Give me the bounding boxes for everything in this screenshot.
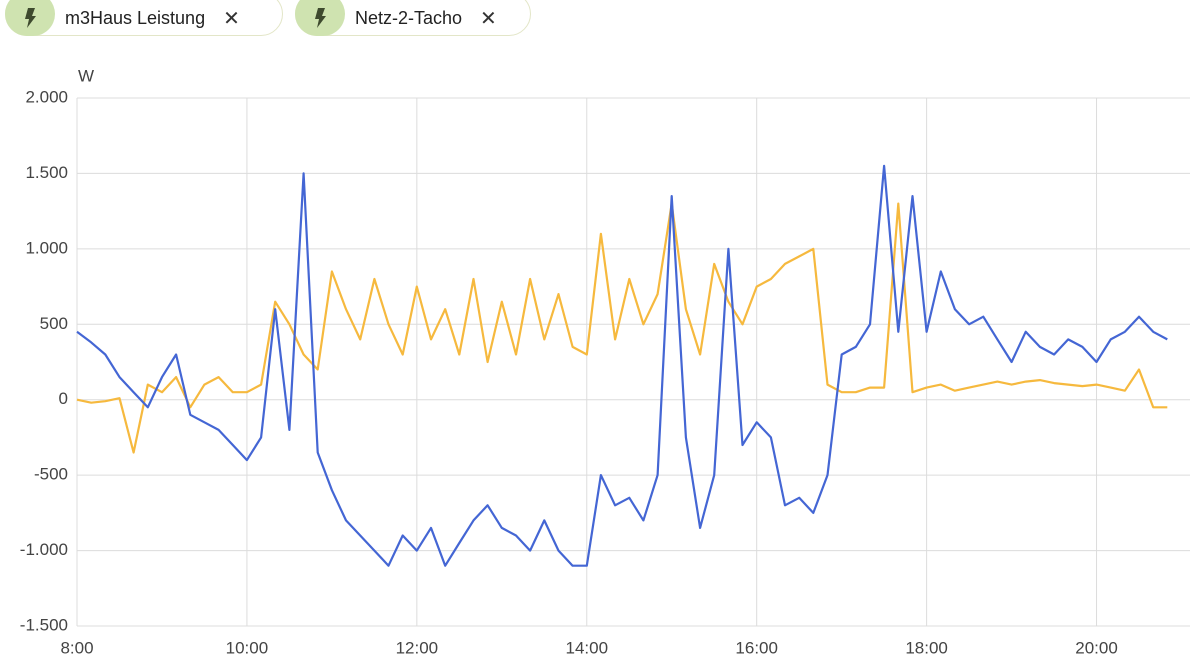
y-tick-label: 0	[59, 389, 68, 408]
x-tick-label: 18:00	[905, 638, 948, 657]
chip-icon	[5, 0, 55, 36]
chip-icon	[295, 0, 345, 36]
bolt-icon	[25, 8, 36, 28]
y-tick-label: -1.500	[20, 615, 68, 634]
chip-close[interactable]: ✕	[480, 7, 497, 30]
y-tick-label: 1.500	[25, 163, 68, 182]
series-line	[76, 164, 1168, 567]
x-tick-label: 14:00	[565, 638, 608, 657]
x-tick-label: 8:00	[60, 638, 93, 657]
chip-label: m3Haus Leistung	[65, 7, 206, 28]
y-tick-label: -1.000	[20, 540, 68, 559]
bolt-icon	[315, 8, 326, 28]
y-unit: W	[78, 66, 94, 85]
chip-label: Netz-2-Tacho	[355, 7, 463, 28]
series-line	[76, 202, 1168, 454]
entity-chip[interactable]: m3Haus Leistung ✕	[5, 0, 283, 36]
x-tick-label: 12:00	[396, 638, 439, 657]
y-tick-label: 500	[40, 314, 68, 333]
y-tick-label: 2.000	[25, 87, 68, 106]
y-tick-label: -500	[34, 465, 68, 484]
x-tick-label: 16:00	[735, 638, 778, 657]
x-tick-label: 20:00	[1075, 638, 1118, 657]
chip-close[interactable]: ✕	[223, 7, 240, 30]
x-tick-label: 10:00	[226, 638, 269, 657]
entity-chip[interactable]: Netz-2-Tacho ✕	[295, 0, 531, 36]
y-tick-label: 1.000	[25, 238, 68, 257]
